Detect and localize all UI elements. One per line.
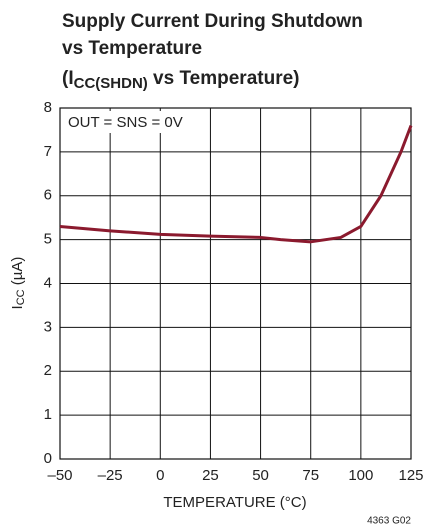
x-axis-label: TEMPERATURE (°C)	[163, 494, 306, 511]
y-tick-label: 6	[44, 187, 52, 204]
y-label-part: (µA)	[9, 257, 26, 290]
x-tick-label: 75	[302, 467, 319, 484]
annotation-bg	[62, 111, 187, 133]
plot-border	[59, 107, 412, 460]
chart-title: Supply Current During Shutdown	[62, 11, 363, 32]
title-part: vs Temperature)	[148, 68, 300, 89]
y-axis-label: ICC (µA)	[9, 257, 27, 310]
x-tick-label: 100	[348, 467, 373, 484]
x-tick-label: 25	[202, 467, 219, 484]
y-label-part: I	[9, 305, 26, 309]
footnote: 4363 G02	[367, 516, 411, 527]
y-tick-label: 2	[44, 362, 52, 379]
chart-title: (ICC(SHDN) vs Temperature)	[62, 68, 299, 92]
title-subscript: CC(SHDN)	[74, 75, 148, 92]
annotation: OUT = SNS = 0V	[68, 114, 183, 131]
y-tick-label: 5	[44, 231, 52, 248]
y-tick-label: 8	[44, 99, 52, 116]
y-label-subscript: CC	[15, 289, 27, 305]
x-tick-label: 0	[156, 467, 164, 484]
x-tick-label: 50	[252, 467, 269, 484]
y-tick-label: 3	[44, 318, 52, 335]
data-line	[59, 125, 413, 244]
y-tick-label: 0	[44, 450, 52, 467]
y-tick-label: 1	[44, 406, 52, 423]
chart-title: vs Temperature	[62, 38, 202, 59]
y-tick-label: 7	[44, 143, 52, 160]
y-tick-label: 4	[44, 274, 52, 291]
title-part: (I	[62, 68, 74, 89]
x-tick-label: 125	[398, 467, 423, 484]
x-tick-label: –50	[47, 467, 72, 484]
x-tick-label: –25	[98, 467, 123, 484]
